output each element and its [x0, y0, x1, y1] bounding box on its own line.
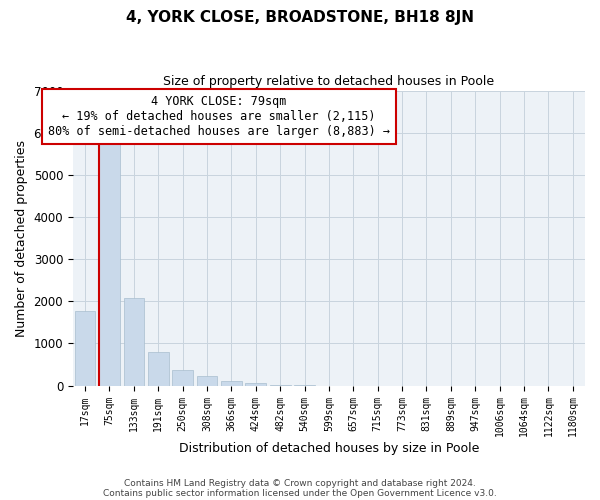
Text: 4, YORK CLOSE, BROADSTONE, BH18 8JN: 4, YORK CLOSE, BROADSTONE, BH18 8JN [126, 10, 474, 25]
Bar [99, 142, 120, 386]
Bar [172, 370, 193, 386]
Bar [75, 311, 95, 386]
Bar [197, 376, 217, 386]
Bar [270, 385, 290, 386]
Text: Contains HM Land Registry data © Crown copyright and database right 2024.: Contains HM Land Registry data © Crown c… [124, 478, 476, 488]
Text: 4 YORK CLOSE: 79sqm
← 19% of detached houses are smaller (2,115)
80% of semi-det: 4 YORK CLOSE: 79sqm ← 19% of detached ho… [48, 95, 390, 138]
Bar [245, 383, 266, 386]
Bar [148, 352, 169, 386]
X-axis label: Distribution of detached houses by size in Poole: Distribution of detached houses by size … [179, 442, 479, 455]
Text: Contains public sector information licensed under the Open Government Licence v3: Contains public sector information licen… [103, 488, 497, 498]
Bar [124, 298, 144, 386]
Bar [221, 382, 242, 386]
Title: Size of property relative to detached houses in Poole: Size of property relative to detached ho… [163, 75, 494, 88]
Y-axis label: Number of detached properties: Number of detached properties [15, 140, 28, 336]
